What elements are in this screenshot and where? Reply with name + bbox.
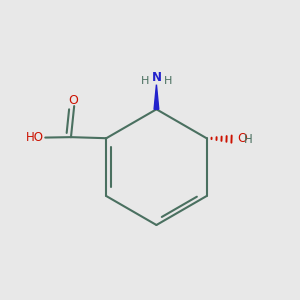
Text: O: O bbox=[68, 94, 78, 106]
Text: H: H bbox=[164, 76, 172, 86]
Text: O: O bbox=[238, 132, 248, 146]
Polygon shape bbox=[154, 85, 159, 109]
Text: H: H bbox=[244, 133, 253, 146]
Text: H: H bbox=[140, 76, 149, 86]
Text: N: N bbox=[152, 71, 161, 84]
Text: HO: HO bbox=[26, 131, 44, 144]
